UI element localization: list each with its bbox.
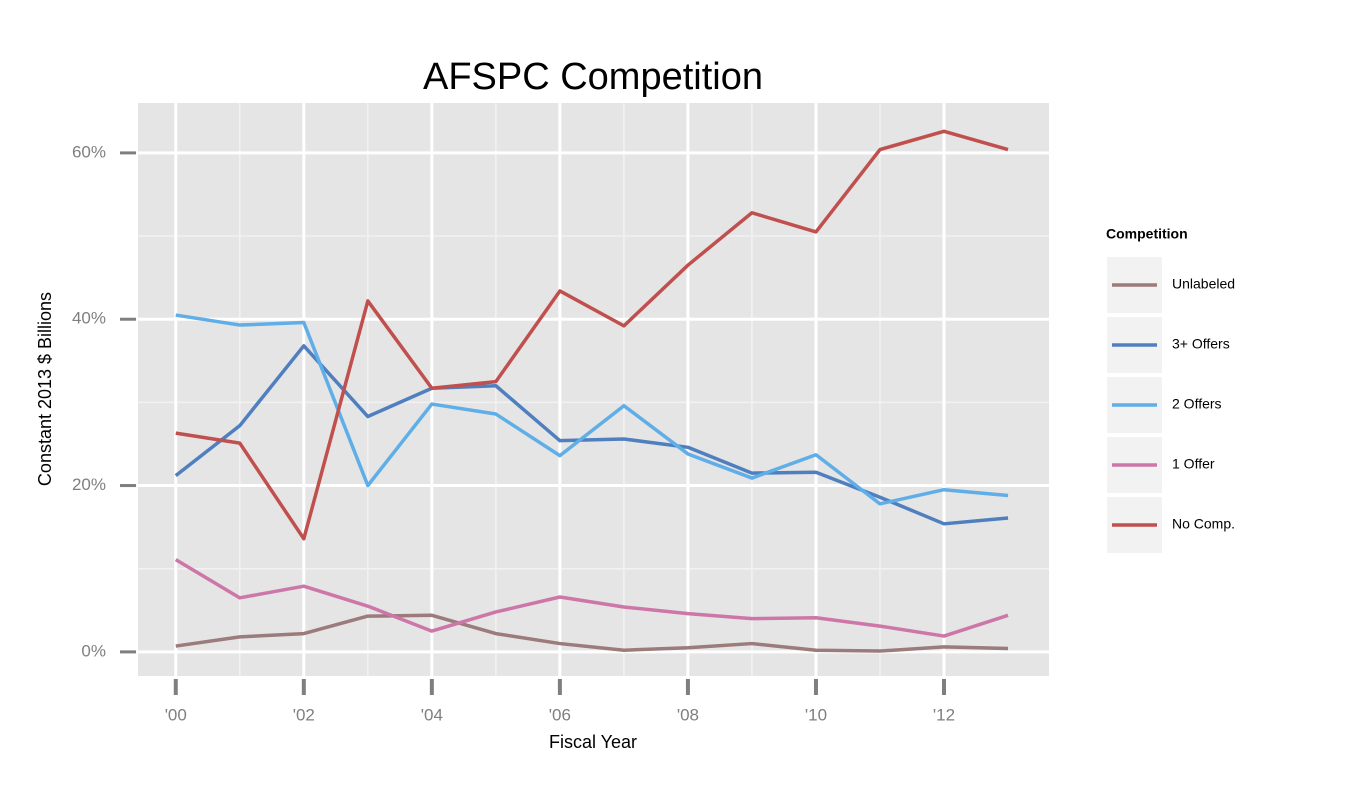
legend-title: Competition (1106, 226, 1188, 242)
x-tick-label: '10 (805, 705, 827, 724)
series-line (175, 313, 1009, 506)
chart-title: AFSPC Competition (423, 56, 763, 98)
series-line (175, 129, 1009, 541)
x-tick-label: '12 (933, 705, 955, 724)
y-tick-label: 40% (72, 309, 106, 328)
x-tick-label: '08 (677, 705, 699, 724)
legend-label: 1 Offer (1172, 456, 1215, 472)
series-line (175, 613, 1009, 653)
series-line (174, 344, 1009, 526)
x-tick-label: '00 (165, 705, 187, 724)
x-axis-label: Fiscal Year (549, 732, 637, 752)
legend-label: Unlabeled (1172, 276, 1235, 292)
legend-label: 3+ Offers (1172, 336, 1230, 352)
x-tick-label: '02 (293, 705, 315, 724)
legend-label: No Comp. (1172, 516, 1235, 532)
y-tick-label: 60% (72, 142, 106, 161)
x-tick-label: '04 (421, 705, 443, 724)
legend-label: 2 Offers (1172, 396, 1222, 412)
x-tick-label: '06 (549, 705, 571, 724)
series-line (174, 558, 1009, 638)
plot-panel (138, 103, 1049, 676)
y-tick-label: 20% (72, 475, 106, 494)
y-tick-label: 0% (81, 641, 106, 660)
y-axis-label: Constant 2013 $ Billions (35, 292, 55, 486)
